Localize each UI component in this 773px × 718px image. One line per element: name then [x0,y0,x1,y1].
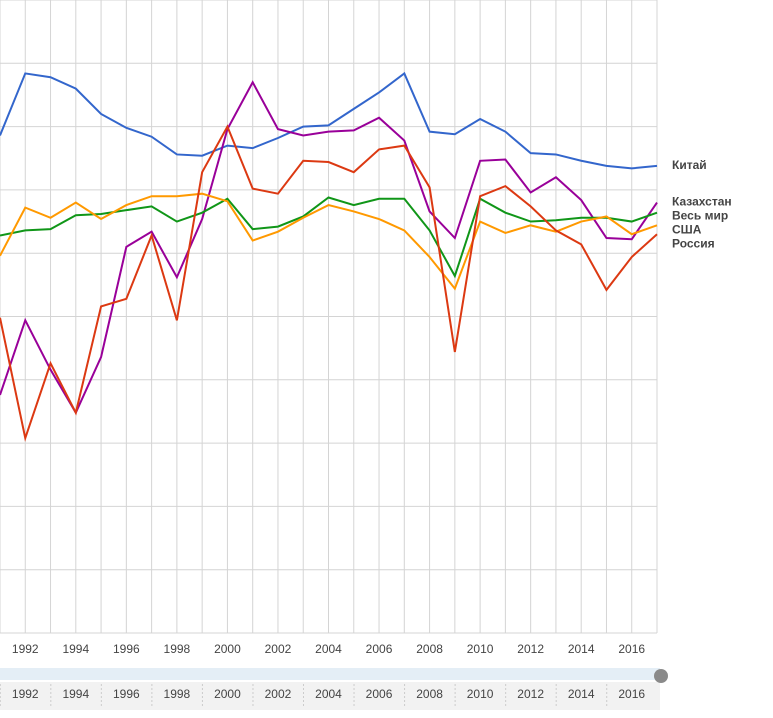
slider-tick-label: 2014 [568,687,595,701]
x-tick-label: 2014 [568,642,595,656]
x-tick-label: 2012 [517,642,544,656]
x-tick-label: 2002 [265,642,292,656]
x-tick-label: 1992 [12,642,39,656]
x-tick-label: 2006 [366,642,393,656]
legend-label: США [672,223,702,237]
slider-tick-label: 2004 [315,687,342,701]
x-tick-label: 2008 [416,642,443,656]
slider-tick-label: 2000 [214,687,241,701]
x-tick-label: 2010 [467,642,494,656]
slider-tick-label: 1992 [12,687,39,701]
x-tick-label: 1996 [113,642,140,656]
series-line [0,124,658,442]
range-slider-track[interactable] [0,668,660,680]
slider-tick-label: 1998 [164,687,191,701]
slider-tick-label: 1994 [62,687,89,701]
series-line [0,71,658,170]
x-tick-label: 1994 [62,642,89,656]
legend-label: Весь мир [672,209,728,223]
slider-tick-label: 2002 [265,687,292,701]
slider-tick-label: 2006 [366,687,393,701]
series-line [0,196,658,279]
range-slider-axis [0,682,660,710]
slider-tick-label: 2010 [467,687,494,701]
legend-label: Россия [672,237,715,251]
x-tick-label: 1998 [164,642,191,656]
range-slider-handle[interactable] [654,669,668,683]
slider-tick-label: 2012 [517,687,544,701]
legend-label: Казахстан [672,195,732,209]
slider-tick-label: 2008 [416,687,443,701]
slider-tick-label: 1996 [113,687,140,701]
x-tick-label: 2004 [315,642,342,656]
series-line [0,192,658,291]
x-tick-label: 2016 [618,642,645,656]
series-line [0,80,658,415]
x-tick-label: 2000 [214,642,241,656]
legend-label: Китай [672,158,707,172]
slider-tick-label: 2016 [618,687,645,701]
